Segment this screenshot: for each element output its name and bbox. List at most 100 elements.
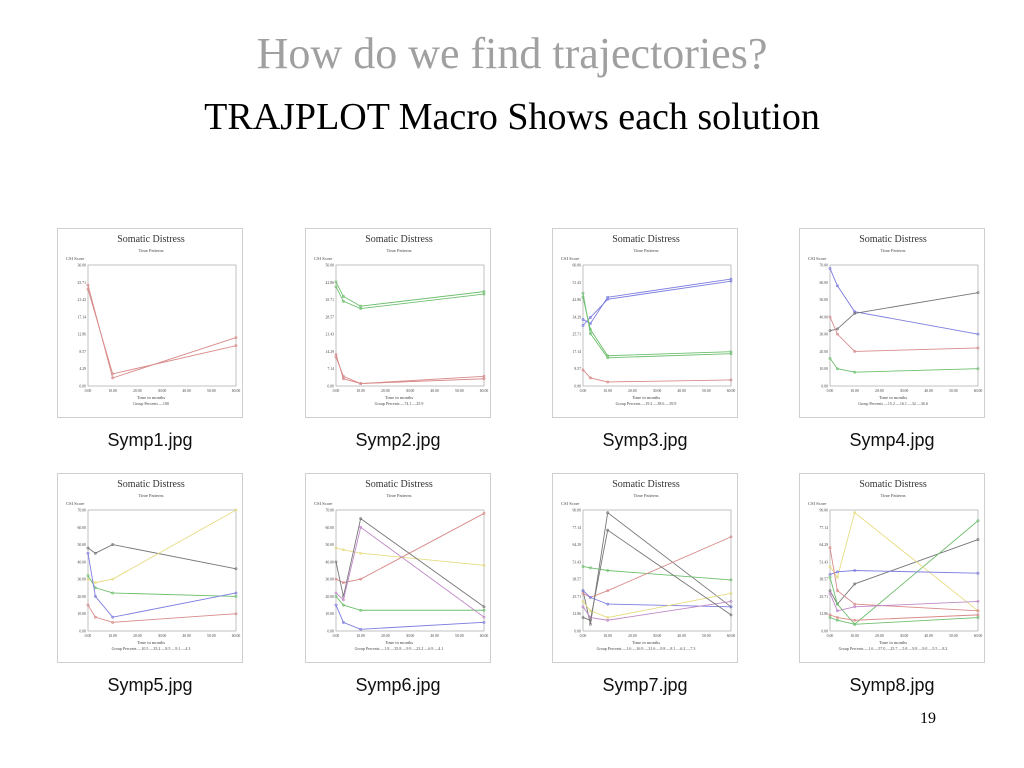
x-tick-label: 50.00: [702, 634, 711, 638]
chart-svg: Somatic Distress Time Patterns CSI Score 0.…: [808, 234, 982, 406]
data-point: [606, 511, 610, 515]
plot-area: [335, 509, 485, 632]
data-point: [359, 525, 363, 529]
data-point: [482, 615, 486, 619]
data-point: [334, 560, 338, 564]
chart-thumbnail[interactable]: Somatic Distress Time Patterns CSI Score 0.…: [552, 473, 738, 663]
y-tick-label: 38.57: [572, 578, 581, 582]
x-tick-label: 60.00: [974, 634, 983, 638]
data-point: [482, 512, 486, 515]
series-line: [582, 511, 732, 625]
data-point: [111, 620, 115, 624]
y-tick-label: 25.71: [572, 333, 581, 337]
series-line: [582, 536, 732, 598]
x-tick-label: 10.00: [108, 634, 117, 638]
y-tick-label: 60.00: [819, 281, 828, 285]
y-tick-label: 30.00: [77, 264, 86, 268]
y-tick-label: 8.57: [574, 367, 581, 371]
data-point: [729, 605, 733, 609]
data-point: [359, 382, 363, 385]
chart-title: Somatic Distress: [117, 234, 185, 245]
chart-thumbnail[interactable]: Somatic Distress Time Patterns CSI Score 0.…: [799, 473, 985, 663]
x-tick-label: 0.00: [85, 389, 92, 393]
series-line: [582, 566, 732, 581]
data-point: [581, 291, 585, 295]
y-tick-label: 40.00: [77, 560, 86, 564]
chart-legend: Group Percents —15.2 —16.1 —32 —36.6: [858, 401, 928, 406]
data-point: [729, 352, 733, 356]
y-tick-label: 42.86: [572, 298, 581, 302]
data-point: [853, 569, 857, 572]
chart-title: Somatic Distress: [612, 234, 680, 245]
data-point: [853, 511, 857, 515]
chart-thumbnail[interactable]: Somatic Distress Time Patterns CSI Score 0.…: [57, 228, 243, 418]
data-point: [606, 589, 610, 593]
data-point: [234, 336, 238, 340]
x-tick-label: 10.00: [603, 389, 612, 393]
x-axis-label: Time in months: [385, 640, 414, 645]
series-line: [829, 268, 979, 335]
x-tick-label: 30.00: [900, 634, 909, 638]
x-tick-label: 40.00: [677, 634, 686, 638]
data-point: [729, 378, 733, 382]
data-point: [828, 565, 832, 568]
data-point: [334, 546, 338, 550]
data-point: [828, 616, 832, 619]
page-number: 19: [920, 710, 936, 727]
x-tick-label: 10.00: [850, 634, 859, 638]
data-point: [342, 295, 345, 298]
series-line: [829, 358, 979, 373]
y-tick-label: 30.00: [77, 578, 86, 582]
series-line: [582, 369, 732, 383]
y-tick-label: 25.71: [572, 595, 581, 599]
data-point: [836, 570, 839, 574]
y-axis-label: CSI Score: [66, 501, 84, 506]
data-point: [589, 595, 592, 599]
series-line: [829, 316, 979, 352]
data-point: [482, 563, 486, 567]
y-tick-label: 42.86: [325, 281, 334, 285]
y-tick-label: 12.86: [77, 333, 86, 337]
data-point: [334, 591, 338, 595]
chart-thumbnail[interactable]: Somatic Distress Time Patterns CSI Score 0.…: [57, 473, 243, 663]
data-point: [359, 304, 363, 308]
data-point: [606, 618, 610, 622]
chart-thumbnail[interactable]: Somatic Distress Time Patterns CSI Score 0.…: [305, 228, 491, 418]
x-tick-label: 0.00: [827, 634, 834, 638]
thumbnail-caption: Symp8.jpg: [849, 675, 935, 695]
x-axis-label: Time in months: [632, 640, 661, 645]
data-point: [359, 577, 363, 581]
chart-title: Somatic Distress: [612, 479, 680, 490]
y-tick-label: 77.14: [819, 526, 828, 530]
chart-legend: Group Percents —19.2 —38.6 —39.9: [616, 401, 677, 406]
data-point: [828, 329, 832, 333]
data-point: [606, 528, 610, 532]
x-tick-label: 10.00: [850, 389, 859, 393]
chart-thumbnail[interactable]: Somatic Distress Time Patterns CSI Score 0.…: [799, 228, 985, 418]
y-tick-label: 60.00: [77, 526, 86, 530]
plot-area: [87, 509, 237, 632]
data-point: [581, 589, 585, 593]
data-point: [86, 577, 90, 581]
y-tick-label: 64.29: [819, 543, 828, 547]
x-tick-label: 30.00: [653, 634, 662, 638]
data-point: [976, 519, 980, 523]
data-point: [828, 573, 832, 576]
chart-thumbnail[interactable]: Somatic Distress Time Patterns CSI Score 0.…: [552, 228, 738, 418]
x-tick-label: 20.00: [381, 634, 390, 638]
data-point: [342, 598, 345, 602]
x-tick-label: 10.00: [603, 634, 612, 638]
data-point: [589, 566, 592, 570]
series-line: [335, 356, 485, 385]
chart-svg: Somatic Distress Time Patterns CSI Score 0.…: [66, 479, 240, 651]
chart-thumbnail[interactable]: Somatic Distress Time Patterns CSI Score 0.…: [305, 473, 491, 663]
chart-subtitle: Time Patterns: [387, 493, 412, 498]
x-tick-label: 30.00: [406, 389, 415, 393]
data-point: [836, 284, 839, 288]
x-tick-label: 40.00: [182, 634, 191, 638]
data-point: [836, 332, 839, 336]
series-line: [335, 513, 485, 584]
series-line: [582, 600, 732, 621]
y-tick-label: 10.00: [819, 367, 828, 371]
chart-subtitle: Time Patterns: [387, 248, 412, 253]
